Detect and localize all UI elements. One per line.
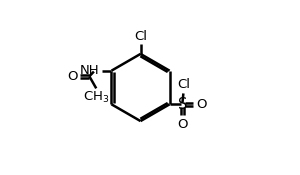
Text: NH: NH — [80, 64, 99, 77]
Text: O: O — [67, 70, 78, 83]
Text: Cl: Cl — [134, 30, 147, 43]
Text: O: O — [196, 98, 206, 111]
Text: CH$_3$: CH$_3$ — [83, 90, 110, 105]
Text: O: O — [177, 118, 188, 131]
Text: Cl: Cl — [177, 78, 190, 91]
Text: S: S — [178, 97, 187, 112]
